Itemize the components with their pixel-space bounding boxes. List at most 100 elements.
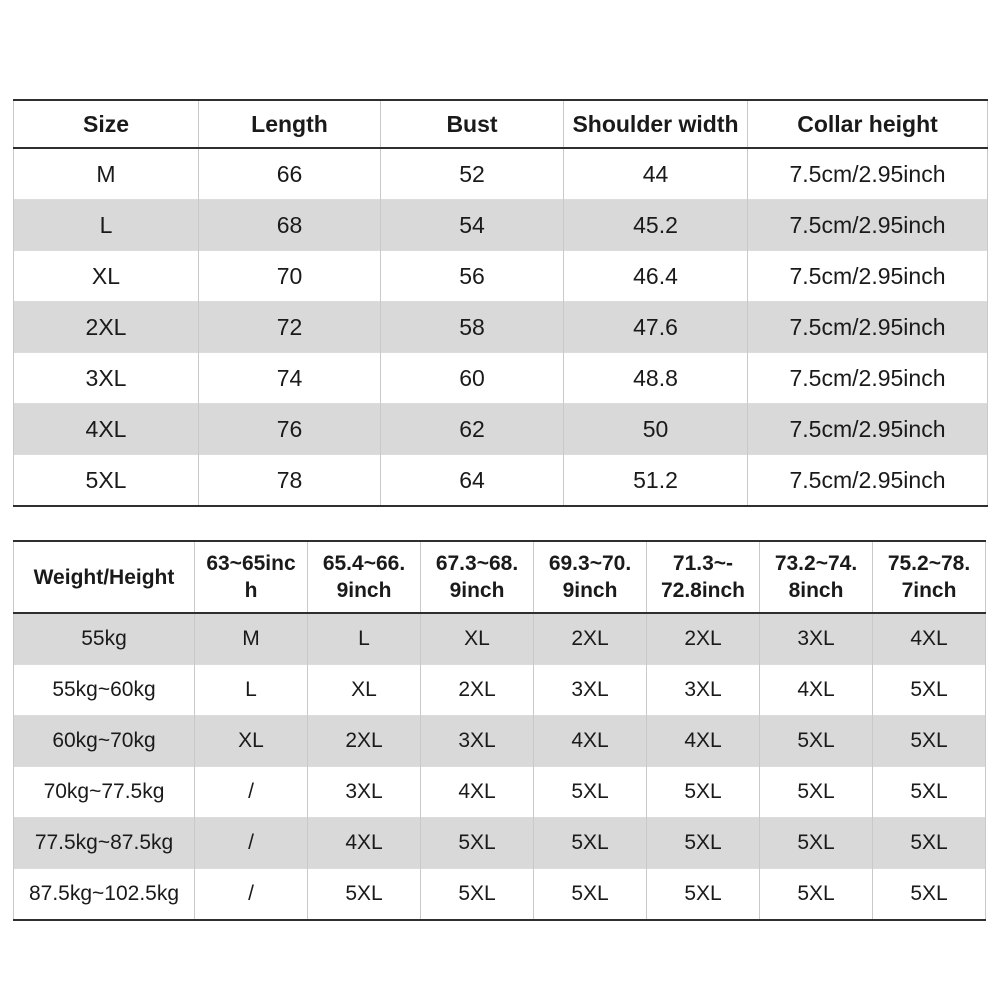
table-cell: 2XL [646,613,760,665]
table-row: 60kg~70kg XL 2XL 3XL 4XL 4XL 5XL 5XL [13,715,986,767]
table-cell: 5XL [533,868,647,920]
table-cell: 45.2 [563,199,748,251]
table-row: 2XL 72 58 47.6 7.5cm/2.95inch [13,301,988,353]
table-cell: 5XL [872,817,986,869]
column-header: Size [13,100,199,148]
size-chart-body: M 66 52 44 7.5cm/2.95inch L 68 54 45.2 7.5cm/2.95… [13,148,988,506]
table-row: 87.5kg~102.5kg/5XL 5XL 5XL 5XL 5XL 5XL [13,868,986,920]
table-row: 3XL 74 60 48.8 7.5cm/2.95inch [13,352,988,404]
table-cell: 5XL [420,868,534,920]
table-cell: 66 [198,148,381,200]
column-header: Length [198,100,381,148]
row-label-cell: M [13,148,199,200]
row-label-cell: 2XL [13,301,199,353]
table-cell: 5XL [533,766,647,818]
row-label-cell: 4XL [13,403,199,455]
row-label-cell: 70kg~77.5kg [13,766,195,818]
table-cell: 46.4 [563,250,748,302]
table-cell: 5XL [759,766,873,818]
table-cell: 7.5cm/2.95inch [747,352,988,404]
table-cell: 4XL [646,715,760,767]
table-cell: 4XL [533,715,647,767]
table-cell: 68 [198,199,381,251]
column-header: 65.4~66. 9inch [307,541,421,613]
table-cell: 72 [198,301,381,353]
table-cell: 7.5cm/2.95inch [747,148,988,200]
row-label-cell: L [13,199,199,251]
table-cell: 4XL [307,817,421,869]
table-cell: 5XL [872,868,986,920]
table-cell: 3XL [307,766,421,818]
table-cell: 51.2 [563,454,748,506]
column-header: 69.3~70. 9inch [533,541,647,613]
table-cell: 5XL [872,664,986,716]
table-row: M 66 52 44 7.5cm/2.95inch [13,148,988,200]
table-cell: 4XL [759,664,873,716]
weight-height-table: Weight/Height 63~65inc h 65.4~66. 9inch 67.… [13,540,986,921]
header-row: Size Length Bust Shoulder width Collar heigh… [13,100,988,148]
table-cell: 5XL [646,766,760,818]
column-header: Shoulder width [563,100,748,148]
table-cell: L [307,613,421,665]
table-cell: 76 [198,403,381,455]
table-row: 55kg~60kg L XL 2XL 3XL 3XL 4XL 5XL [13,664,986,716]
row-label-cell: 87.5kg~102.5kg [13,868,195,920]
table-row: 55kg M L XL 2XL 2XL 3XL 4XL [13,613,986,665]
table-cell: 70 [198,250,381,302]
table-cell: 3XL [533,664,647,716]
table-cell: / [194,868,308,920]
table-cell: 5XL [872,715,986,767]
column-header: 67.3~68. 9inch [420,541,534,613]
table-cell: 2XL [420,664,534,716]
table-cell: 52 [380,148,564,200]
column-header: 75.2~78. 7inch [872,541,986,613]
table-cell: 60 [380,352,564,404]
table-cell: 5XL [759,868,873,920]
size-chart-table: Size Length Bust Shoulder width Collar heigh… [13,99,988,507]
table-row: 5XL 78 64 51.2 7.5cm/2.95inch [13,454,988,506]
column-header: Bust [380,100,564,148]
table-cell: 2XL [307,715,421,767]
weight-height-header: Weight/Height 63~65inc h 65.4~66. 9inch 67.… [13,541,986,613]
table-row: 4XL 76 62 50 7.5cm/2.95inch [13,403,988,455]
table-cell: 5XL [307,868,421,920]
table-cell: 5XL [759,715,873,767]
table-cell: 58 [380,301,564,353]
table-row: L 68 54 45.2 7.5cm/2.95inch [13,199,988,251]
size-chart-header: Size Length Bust Shoulder width Collar heigh… [13,100,988,148]
table-cell: 2XL [533,613,647,665]
table-cell: 62 [380,403,564,455]
weight-height-body: 55kg M L XL 2XL 2XL 3XL 4XL 55kg~60kg L XL 2XL 3XL 3X… [13,613,986,920]
table-cell: 48.8 [563,352,748,404]
table-cell: 47.6 [563,301,748,353]
table-cell: 50 [563,403,748,455]
table-cell: 7.5cm/2.95inch [747,301,988,353]
table-cell: 5XL [533,817,647,869]
table-row: 70kg~77.5kg/3XL 4XL 5XL 5XL 5XL 5XL [13,766,986,818]
table-cell: 5XL [646,817,760,869]
column-header: 71.3~- 72.8inch [646,541,760,613]
table-cell: 64 [380,454,564,506]
table-cell: 5XL [872,766,986,818]
table-cell: 56 [380,250,564,302]
table-cell: 7.5cm/2.95inch [747,454,988,506]
table-cell: 5XL [420,817,534,869]
row-label-cell: 5XL [13,454,199,506]
table-cell: 5XL [759,817,873,869]
table-cell: / [194,817,308,869]
table-cell: 3XL [759,613,873,665]
row-label-cell: XL [13,250,199,302]
table-cell: 7.5cm/2.95inch [747,199,988,251]
table-cell: M [194,613,308,665]
table-cell: 4XL [872,613,986,665]
table-cell: 78 [198,454,381,506]
row-label-cell: 55kg~60kg [13,664,195,716]
table-cell: XL [307,664,421,716]
table-cell: XL [194,715,308,767]
column-header: 63~65inc h [194,541,308,613]
table-cell: 44 [563,148,748,200]
table-cell: 74 [198,352,381,404]
table-cell: 3XL [420,715,534,767]
table-cell: L [194,664,308,716]
row-label-cell: 60kg~70kg [13,715,195,767]
